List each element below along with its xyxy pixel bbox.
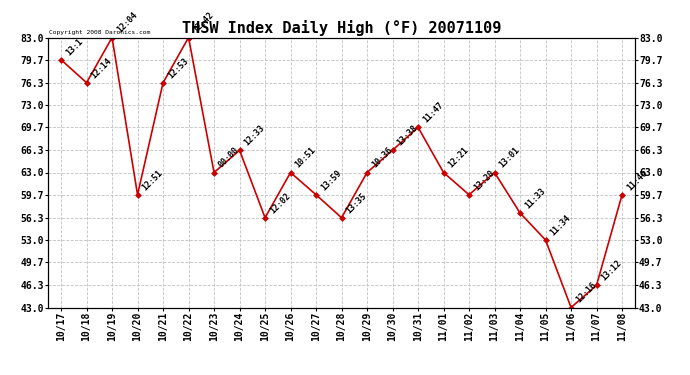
Text: Copyright 2008 Daronics.com: Copyright 2008 Daronics.com: [49, 30, 150, 35]
Text: 12:21: 12:21: [446, 146, 471, 170]
Title: THSW Index Daily High (°F) 20071109: THSW Index Daily High (°F) 20071109: [182, 20, 501, 36]
Text: 12:14: 12:14: [89, 56, 113, 80]
Text: 12:53: 12:53: [166, 56, 190, 80]
Text: 11:47: 11:47: [421, 100, 445, 124]
Text: 13:20: 13:20: [472, 168, 496, 192]
Text: 00:00: 00:00: [217, 146, 241, 170]
Text: 13:12: 13:12: [600, 258, 623, 282]
Text: 13:1: 13:1: [64, 36, 84, 57]
Text: 13:38: 13:38: [395, 123, 420, 147]
Text: 12:33: 12:33: [242, 123, 266, 147]
Text: 12:04: 12:04: [115, 10, 139, 35]
Text: 13:35: 13:35: [344, 191, 368, 215]
Text: 11:34: 11:34: [549, 213, 573, 237]
Text: 11:33: 11:33: [523, 186, 547, 210]
Text: 12:16: 12:16: [574, 280, 598, 305]
Text: 12:42: 12:42: [191, 10, 215, 35]
Text: 10:51: 10:51: [293, 146, 317, 170]
Text: 13:01: 13:01: [497, 146, 522, 170]
Text: 11:46: 11:46: [625, 168, 649, 192]
Text: 13:59: 13:59: [319, 168, 343, 192]
Text: 12:02: 12:02: [268, 191, 292, 215]
Text: 12:51: 12:51: [140, 168, 164, 192]
Text: 10:36: 10:36: [370, 146, 394, 170]
